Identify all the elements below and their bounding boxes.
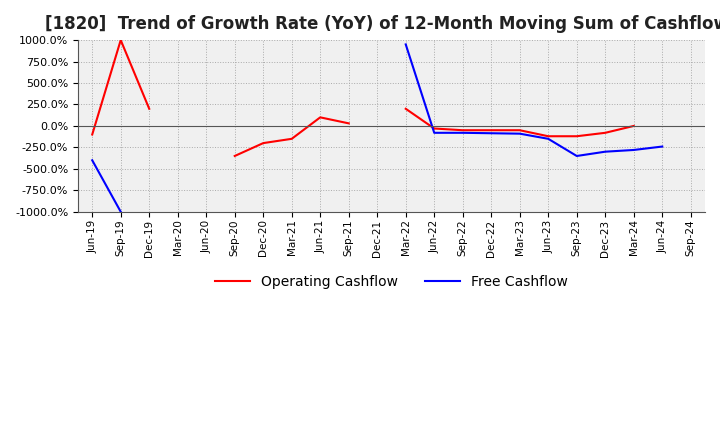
Line: Free Cashflow: Free Cashflow — [92, 44, 662, 212]
Free Cashflow — [459, 130, 467, 136]
Operating Cashflow — [316, 115, 325, 120]
Line: Operating Cashflow: Operating Cashflow — [92, 40, 634, 156]
Free Cashflow — [572, 153, 581, 158]
Operating Cashflow — [516, 128, 524, 133]
Operating Cashflow — [259, 140, 268, 146]
Legend: Operating Cashflow, Free Cashflow: Operating Cashflow, Free Cashflow — [210, 269, 574, 294]
Operating Cashflow — [145, 106, 153, 111]
Operating Cashflow — [601, 130, 610, 136]
Operating Cashflow — [402, 106, 410, 111]
Operating Cashflow — [287, 136, 296, 141]
Free Cashflow — [544, 136, 552, 141]
Free Cashflow — [117, 209, 125, 214]
Title: [1820]  Trend of Growth Rate (YoY) of 12-Month Moving Sum of Cashflows: [1820] Trend of Growth Rate (YoY) of 12-… — [45, 15, 720, 33]
Free Cashflow — [402, 42, 410, 47]
Operating Cashflow — [572, 134, 581, 139]
Operating Cashflow — [88, 132, 96, 137]
Free Cashflow — [629, 147, 638, 153]
Operating Cashflow — [344, 121, 353, 126]
Free Cashflow — [430, 130, 438, 136]
Operating Cashflow — [487, 128, 495, 133]
Operating Cashflow — [117, 37, 125, 43]
Free Cashflow — [516, 131, 524, 136]
Free Cashflow — [487, 131, 495, 136]
Operating Cashflow — [459, 128, 467, 133]
Operating Cashflow — [230, 153, 239, 158]
Operating Cashflow — [544, 134, 552, 139]
Free Cashflow — [601, 149, 610, 154]
Free Cashflow — [658, 144, 667, 149]
Operating Cashflow — [629, 123, 638, 128]
Free Cashflow — [88, 158, 96, 163]
Operating Cashflow — [430, 126, 438, 131]
